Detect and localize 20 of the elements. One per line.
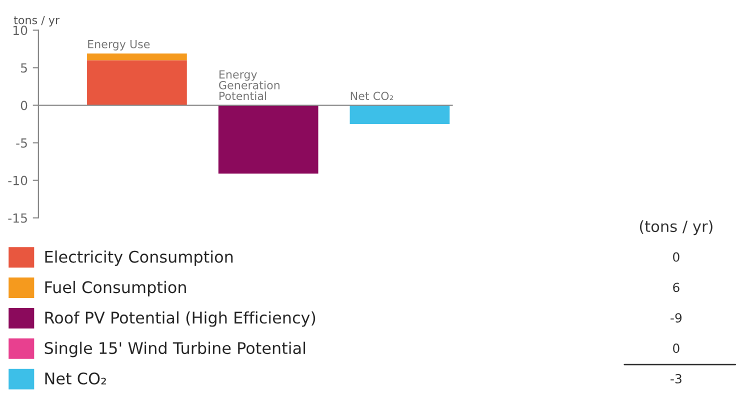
y-axis-title: tons / yr	[14, 16, 60, 26]
y-tick-label: -10	[8, 176, 28, 186]
text: -3	[670, 374, 682, 384]
text: -9	[670, 313, 682, 323]
y-tick-label: 0	[20, 100, 28, 110]
y-tick-label: 5	[21, 63, 27, 73]
x-tick-label: Energy Generation Potential	[219, 70, 280, 100]
legend-label: Single 15' Wind Turbine Potential	[44, 342, 306, 358]
legend-label: Roof PV Potential (High Efficiency)	[45, 311, 316, 327]
text: (tons / yr)	[640, 220, 712, 236]
y-tick-label: -5	[16, 138, 27, 148]
y-tick-label: -15	[8, 214, 27, 223]
legend-label: Electricity Consumption	[45, 250, 233, 266]
legend-label: Net CO₂	[45, 372, 106, 385]
legend-label: Fuel Consumption	[45, 280, 186, 296]
text: 6	[673, 282, 680, 292]
x-tick-label: Energy Use	[88, 40, 150, 50]
text: 0	[673, 252, 680, 262]
text: 0	[673, 344, 680, 354]
y-tick-label: 10	[13, 26, 28, 36]
